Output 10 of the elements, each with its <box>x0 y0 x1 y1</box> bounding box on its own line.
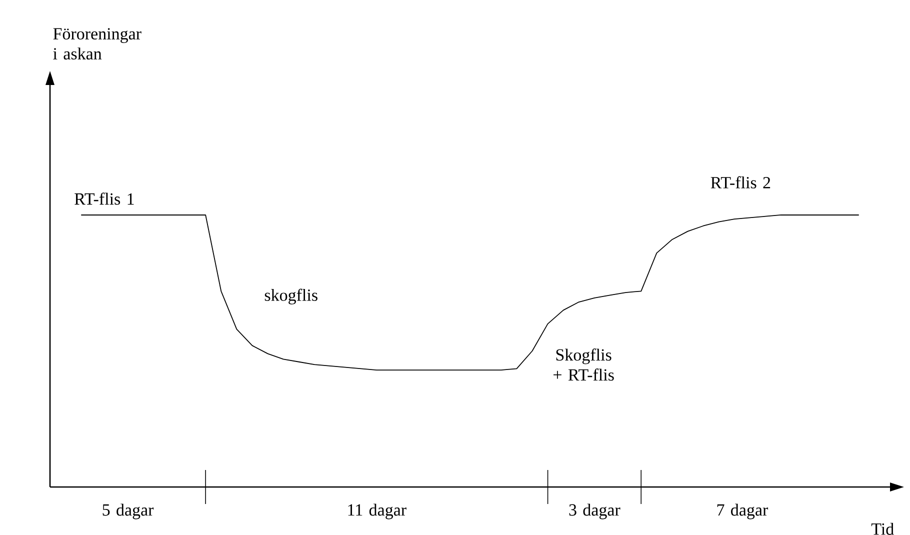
annotation: skogflis <box>264 288 318 304</box>
text: Föroreningar i askan <box>53 28 142 60</box>
text: 3 dagar <box>569 504 620 520</box>
text: 5 dagar <box>102 504 154 520</box>
text: RT-flis 1 <box>74 192 134 205</box>
text: 11 dagar <box>348 504 406 520</box>
x-axis-title: Tid <box>871 522 894 535</box>
annotation: Skogflis + RT-flis <box>554 348 614 381</box>
text: 7 dagar <box>717 504 768 520</box>
text: RT-flis 2 <box>710 176 770 188</box>
